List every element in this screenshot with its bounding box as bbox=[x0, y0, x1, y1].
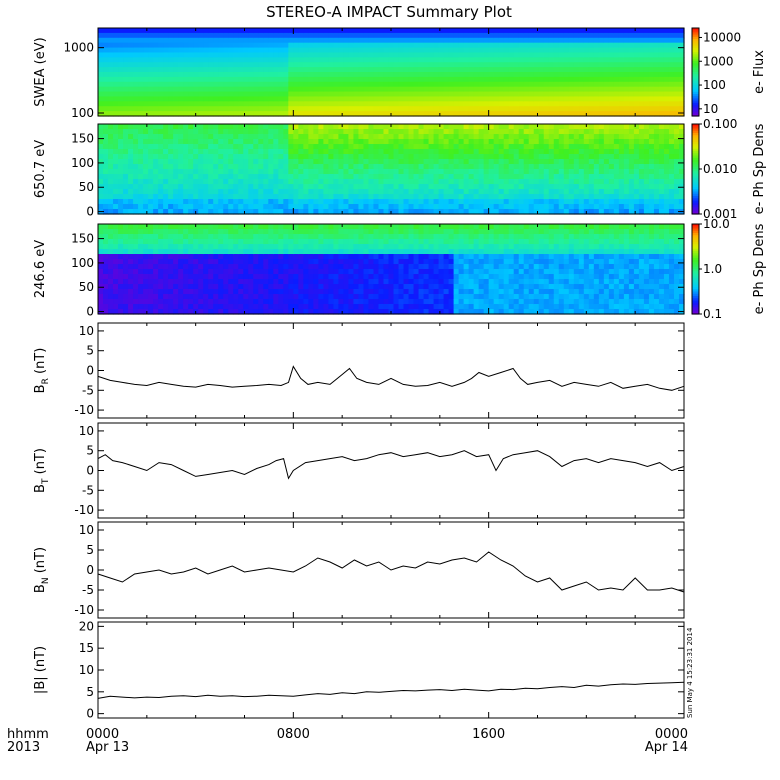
y-tick-label: 100 bbox=[71, 156, 94, 170]
timestamp-label: Sun May 4 15:23:31 2014 bbox=[686, 627, 694, 718]
colorbar-tick-label: 0.100 bbox=[703, 117, 737, 131]
y-tick-label: 0 bbox=[86, 305, 94, 319]
colorbar-tick-label: 1000 bbox=[703, 54, 734, 68]
y-tick-label: -10 bbox=[74, 603, 94, 617]
y-tick-label: 150 bbox=[71, 232, 94, 246]
colorbar-swea: 10 100 1000 10000 e- Flux bbox=[691, 27, 767, 117]
panel-pad650: 0.001 0.010 0.100 e- Ph Sp Dens 0 50 100 150 650… bbox=[33, 117, 767, 221]
trace-bn bbox=[97, 551, 685, 593]
frame-br bbox=[97, 322, 685, 419]
y-tick-label: -5 bbox=[82, 383, 94, 397]
x-tick-time: 0000 bbox=[86, 727, 119, 742]
colorbar-tick-label: 10000 bbox=[703, 30, 741, 44]
panel-bt: -10 -5 0 5 10 BT (nT) bbox=[33, 422, 685, 519]
colorbar-tick-label: 100 bbox=[703, 78, 726, 92]
y-tick-label: 50 bbox=[79, 180, 94, 194]
y-tick-label: 50 bbox=[79, 280, 94, 294]
panel-bmag: 0 5 10 15 20 |B| (nT) bbox=[33, 619, 685, 721]
colorbar-tick-label: 1.0 bbox=[703, 262, 722, 276]
y-axis-label: BT (nT) bbox=[33, 448, 51, 493]
y-tick-label: 0 bbox=[86, 464, 94, 478]
y-tick-label: 5 bbox=[86, 685, 94, 699]
colorbar-tick-label: 0.001 bbox=[703, 207, 737, 221]
y-tick-label: 10 bbox=[79, 424, 94, 438]
y-axis-label: SWEA (eV) bbox=[33, 37, 48, 106]
y-axis-label: BR (nT) bbox=[33, 348, 51, 394]
colorbar-label: e- Flux bbox=[752, 50, 767, 94]
x-tick-time: 0000 bbox=[655, 727, 688, 742]
y-tick-label: 15 bbox=[79, 641, 94, 655]
colorbar-tick-label: 10 bbox=[703, 102, 718, 116]
y-tick-label: 5 bbox=[86, 344, 94, 358]
colorbar-tick-label: 10.0 bbox=[703, 217, 730, 231]
spectrogram-pad650 bbox=[98, 124, 685, 215]
y-tick-label: 10 bbox=[79, 324, 94, 338]
y-tick-label: 5 bbox=[86, 444, 94, 458]
y-tick-label: 0 bbox=[86, 364, 94, 378]
colorbar-tick-label: 0.010 bbox=[703, 162, 737, 176]
y-tick-label: 0 bbox=[86, 707, 94, 721]
trace-bt bbox=[97, 450, 685, 480]
panel-swea: 10 100 1000 10000 e- Flux 100 1000 SWEA (eV) bbox=[33, 27, 767, 120]
frame-bt bbox=[97, 422, 685, 519]
y-tick-label: 1000 bbox=[63, 41, 94, 55]
y-tick-label: -10 bbox=[74, 503, 94, 517]
y-axis-label: |B| (nT) bbox=[33, 646, 48, 694]
y-axis-label: BN (nT) bbox=[33, 547, 51, 593]
x-tick-time: 0800 bbox=[277, 727, 310, 742]
y-tick-label: 0 bbox=[86, 205, 94, 219]
spectrogram-pad246 bbox=[98, 224, 685, 315]
x-tick-time: 1600 bbox=[472, 727, 505, 742]
y-tick-label: -5 bbox=[82, 583, 94, 597]
colorbar-pad246: 0.1 1.0 10.0 e- Ph Sp Dens bbox=[691, 217, 767, 321]
figure-title: STEREO-A IMPACT Summary Plot bbox=[266, 3, 512, 21]
colorbar-tick-label: 0.1 bbox=[703, 307, 722, 321]
trace-br bbox=[97, 365, 685, 391]
panel-bn: -10 -5 0 5 10 BN (nT) bbox=[33, 521, 685, 619]
y-tick-label: 0 bbox=[86, 563, 94, 577]
y-tick-label: 100 bbox=[71, 106, 94, 120]
panel-br: -10 -5 0 5 10 BR (nT) bbox=[33, 322, 685, 419]
y-axis-label: 650.7 eV bbox=[33, 140, 48, 198]
y-tick-label: 100 bbox=[71, 256, 94, 270]
x-axis-row1-prefix: hhmm bbox=[7, 727, 49, 742]
spectrogram-swea bbox=[98, 28, 685, 117]
colorbar-pad650: 0.001 0.010 0.100 e- Ph Sp Dens bbox=[691, 117, 767, 221]
panel-pad246: 0.1 1.0 10.0 e- Ph Sp Dens 0 50 100 150 246.6 eV bbox=[33, 217, 767, 321]
x-axis-row2-prefix: 2013 bbox=[7, 740, 40, 755]
y-tick-label: 10 bbox=[79, 523, 94, 537]
frame-bmag bbox=[97, 621, 685, 719]
colorbar-label: e- Ph Sp Dens bbox=[752, 223, 767, 314]
x-tick-date: Apr 14 bbox=[645, 740, 688, 755]
y-tick-label: 20 bbox=[79, 619, 94, 633]
colorbar-label: e- Ph Sp Dens bbox=[752, 123, 767, 214]
y-tick-label: 5 bbox=[86, 543, 94, 557]
y-tick-label: 10 bbox=[79, 663, 94, 677]
y-tick-label: 150 bbox=[71, 132, 94, 146]
x-tick-date: Apr 13 bbox=[86, 740, 129, 755]
y-tick-label: -10 bbox=[74, 403, 94, 417]
y-tick-label: -5 bbox=[82, 483, 94, 497]
trace-bmag bbox=[97, 681, 685, 699]
y-axis-label: 246.6 eV bbox=[33, 240, 48, 298]
